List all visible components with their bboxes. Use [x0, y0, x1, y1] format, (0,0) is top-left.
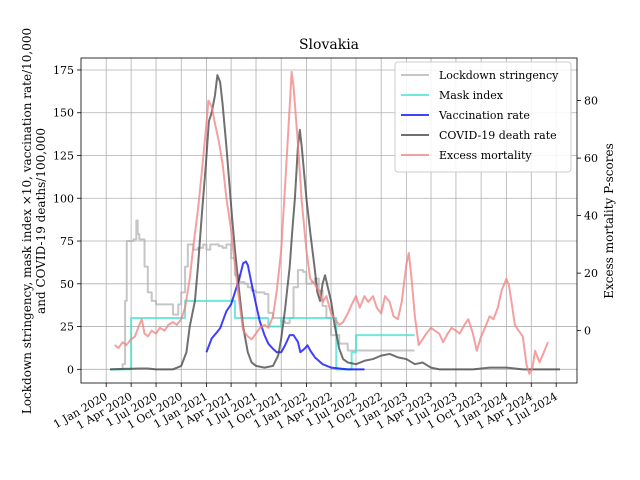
series-line-vaccination-rate — [205, 260, 365, 371]
series-line-covid-19-death-rate — [110, 74, 561, 371]
y-left-tick-label: 175 — [53, 64, 74, 77]
legend-label: COVID-19 death rate — [439, 129, 557, 142]
y-left-tick-label: 100 — [53, 192, 74, 205]
series-layer — [110, 70, 561, 375]
y-left-tick-label: 50 — [60, 278, 74, 291]
legend: Lockdown stringency Mask index Vaccination… — [394, 61, 572, 173]
legend-label: Excess mortality — [439, 149, 532, 162]
y-left-tick-label: 0 — [67, 363, 74, 376]
y-right-tick-label: 80 — [584, 95, 598, 108]
legend-label: Lockdown stringency — [439, 69, 559, 82]
y-axis-left-title-line1: Lockdown stringency, mask index ×10, vac… — [20, 28, 34, 414]
y-right-tick-label: 60 — [584, 152, 598, 165]
y-right-tick-label: 0 — [584, 325, 591, 338]
legend-label: Mask index — [439, 89, 504, 102]
plot-frame — [80, 57, 578, 384]
y-left-tick-label: 150 — [53, 107, 74, 120]
y-left-tick-label: 25 — [60, 321, 74, 334]
y-axis-right-title: Excess mortality P-scores — [602, 143, 616, 298]
y-right-tick-label: 20 — [584, 267, 598, 280]
series-line-lockdown-stringency — [110, 219, 415, 371]
chart-title: Slovakia — [299, 37, 359, 53]
legend-box — [394, 61, 572, 173]
legend-label: Vaccination rate — [438, 109, 530, 122]
y-left-tick-label: 75 — [60, 235, 74, 248]
y-right-tick-label: 40 — [584, 210, 598, 223]
y-left-tick-label: 125 — [53, 150, 74, 163]
series-line-excess-mortality — [114, 70, 549, 375]
y-axis-left-title-line2: and COVID-19 deaths/100,000 — [34, 128, 48, 314]
